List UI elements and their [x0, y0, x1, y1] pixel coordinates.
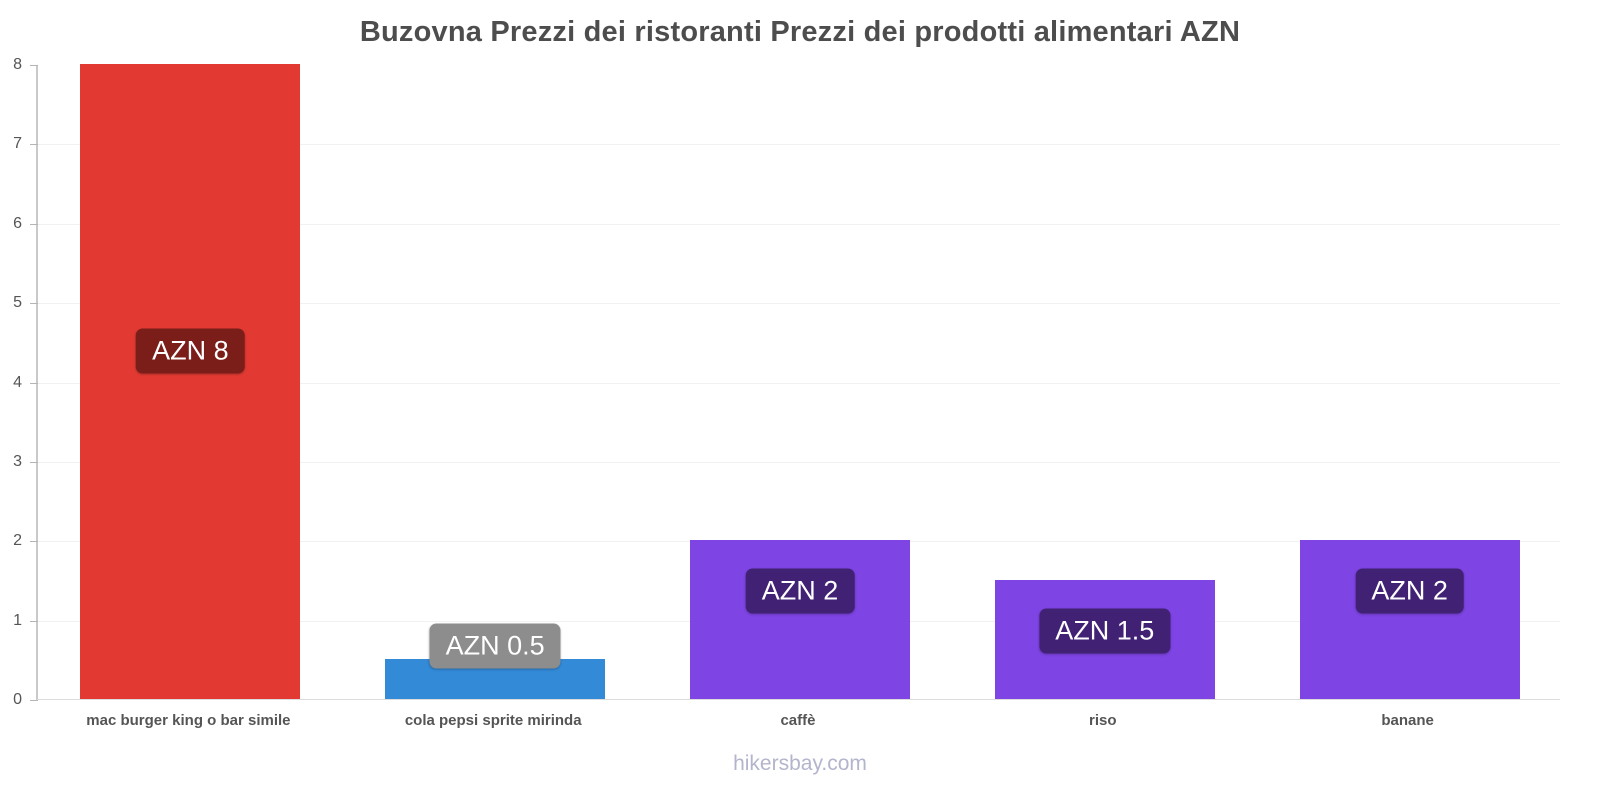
- y-tick-mark: [30, 382, 38, 384]
- bar: [690, 540, 910, 699]
- y-tick-label: 6: [13, 214, 22, 232]
- x-axis-label: cola pepsi sprite mirinda: [404, 712, 582, 729]
- y-tick-mark: [30, 700, 38, 701]
- y-tick-mark: [30, 620, 38, 622]
- y-tick-mark: [30, 303, 38, 305]
- gridline: [38, 223, 1560, 225]
- bar: [1299, 540, 1520, 699]
- x-axis: mac burger king o bar simile cola pepsi s…: [36, 712, 1560, 738]
- y-tick-label: 5: [13, 294, 22, 312]
- x-axis-label: banane: [1381, 712, 1434, 729]
- gridline: [38, 144, 1560, 146]
- y-tick-mark: [30, 461, 38, 463]
- y-tick-mark: [30, 144, 38, 146]
- plot-area: AZN 8 AZN 0.5 AZN 2 AZN 1.5 AZN 2: [30, 64, 1560, 701]
- y-tick-label: 8: [13, 56, 22, 73]
- bar-value-label: AZN 0.5: [429, 623, 561, 669]
- bar: [80, 64, 301, 699]
- bar-value-label: AZN 2: [1355, 568, 1464, 614]
- x-axis-label: caffè: [780, 712, 816, 729]
- gridline: [38, 382, 1560, 384]
- bar-value-label: AZN 2: [745, 568, 855, 614]
- gridline: [38, 461, 1560, 463]
- y-tick-label: 3: [13, 452, 22, 470]
- y-tick-label: 4: [13, 373, 22, 391]
- y-tick-mark: [30, 223, 38, 225]
- gridline: [38, 303, 1560, 305]
- y-tick-label: 2: [13, 532, 22, 550]
- y-tick-mark: [30, 541, 38, 543]
- bar-value-label: AZN 8: [136, 328, 245, 374]
- bar-value-label: AZN 1.5: [1039, 608, 1171, 654]
- chart-title: Buzovna Prezzi dei ristoranti Prezzi dei…: [359, 16, 1241, 48]
- y-tick-mark: [30, 65, 38, 66]
- y-tick-label: 1: [13, 611, 22, 629]
- watermark-text: hikersbay.com: [733, 752, 867, 775]
- x-axis-label: mac burger king o bar simile: [86, 712, 291, 729]
- y-tick-label: 7: [13, 135, 22, 153]
- x-axis-label: riso: [1089, 712, 1117, 729]
- y-tick-label: 0: [13, 691, 22, 708]
- y-axis: 0 1 2 3 4 5 6 7 8: [0, 56, 36, 708]
